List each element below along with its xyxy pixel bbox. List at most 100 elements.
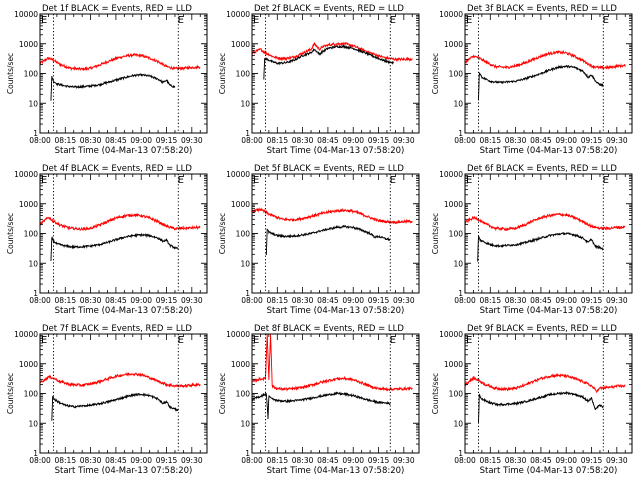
plot-area: [40, 212, 201, 261]
x-tick-label: 09:30: [393, 136, 415, 145]
x-tick-label: 09:30: [606, 456, 628, 465]
x-tick-label: 09:30: [393, 296, 415, 305]
x-tick-label: 08:30: [80, 296, 102, 305]
plot-frame: [464, 333, 633, 454]
lld-series-line-knots: [465, 51, 626, 69]
x-axis-label: Start Time (04-Mar-13 07:58:20): [55, 306, 193, 316]
x-tick-label: 09:30: [393, 456, 415, 465]
events-series-line-knots: [50, 74, 176, 101]
x-tick-label: 08:15: [266, 296, 288, 305]
lld-series-line: [40, 52, 201, 72]
y-tick-label: 1: [458, 449, 463, 458]
x-axis-label: Start Time (04-Mar-13 07:58:20): [267, 146, 405, 156]
y-tick-label: 10: [240, 99, 250, 108]
x-tick-label: 09:15: [156, 136, 178, 145]
lld-series-line: [465, 212, 626, 232]
plot-area: [40, 52, 201, 101]
marker-label: E: [390, 175, 396, 186]
x-tick-label: 08:00: [241, 296, 263, 305]
y-tick-label: 10: [453, 419, 463, 428]
x-tick-label: 09:30: [606, 136, 628, 145]
x-tick-label: 08:15: [266, 136, 288, 145]
x-tick-label: 09:15: [368, 296, 390, 305]
y-tick-label: 1: [33, 129, 38, 138]
x-tick-label: 09:30: [606, 296, 628, 305]
marker-label: E: [41, 15, 47, 26]
y-tick-label: 10000: [14, 170, 38, 179]
plot-frame: [251, 173, 420, 294]
marker-label: E: [603, 15, 609, 26]
lld-series-line-knots: [252, 208, 413, 223]
x-tick-label: 09:15: [156, 296, 178, 305]
x-tick-label: 08:30: [505, 456, 527, 465]
plot-area: [465, 372, 626, 424]
x-tick-label: 09:00: [555, 296, 577, 305]
x-tick-label: 08:30: [80, 136, 102, 145]
x-tick-label: 09:00: [342, 456, 364, 465]
lld-series-line: [40, 212, 201, 232]
events-series-line: [478, 64, 604, 100]
y-tick-label: 1000: [444, 200, 463, 209]
x-tick-label: 09:30: [181, 456, 203, 465]
y-axis-label: Counts/sec: [6, 53, 15, 94]
y-tick-label: 10000: [226, 330, 250, 339]
x-axis-label: Start Time (04-Mar-13 07:58:20): [267, 466, 405, 476]
panel-title: Det 7f BLACK = Events, RED = LLD: [42, 324, 192, 334]
x-tick-label: 09:00: [130, 136, 152, 145]
y-tick-label: 100: [236, 390, 251, 399]
lld-series-line: [465, 49, 626, 70]
marker-label: E: [603, 175, 609, 186]
lld-series-line-knots: [40, 54, 201, 70]
y-tick-label: 100: [449, 70, 464, 79]
lld-series-line: [252, 334, 413, 392]
events-series-line: [263, 44, 394, 80]
y-axis-label: Counts/sec: [218, 373, 227, 414]
x-tick-label: 08:00: [29, 456, 51, 465]
plot-area: [465, 212, 626, 262]
y-tick-label: 10000: [439, 330, 463, 339]
x-tick-label: 08:30: [292, 136, 314, 145]
lld-series-line-knots: [465, 374, 626, 392]
lld-series-line-knots: [252, 43, 413, 60]
x-tick-label: 08:15: [479, 456, 501, 465]
x-tick-label: 09:15: [156, 456, 178, 465]
y-tick-label: 1000: [231, 360, 250, 369]
events-series-line: [51, 392, 179, 421]
x-tick-label: 08:45: [530, 136, 552, 145]
plot-frame: [464, 173, 633, 294]
x-tick-label: 09:00: [342, 136, 364, 145]
x-tick-label: 08:45: [317, 136, 339, 145]
marker-label: E: [253, 175, 259, 186]
x-tick-label: 08:15: [479, 296, 501, 305]
y-tick-label: 10: [453, 259, 463, 268]
x-axis-label: Start Time (04-Mar-13 07:58:20): [55, 466, 193, 476]
events-series-line-knots: [263, 46, 394, 81]
x-axis-label: Start Time (04-Mar-13 07:58:20): [55, 146, 193, 156]
lld-series-line-knots: [465, 214, 626, 230]
y-tick-label: 100: [24, 70, 39, 79]
plot-frame: [251, 13, 420, 134]
y-tick-label: 1: [245, 449, 250, 458]
x-tick-label: 08:00: [241, 456, 263, 465]
y-tick-label: 100: [236, 70, 251, 79]
y-tick-label: 100: [236, 230, 251, 239]
y-tick-label: 10: [28, 99, 38, 108]
events-series-line: [252, 391, 391, 420]
events-series-line-knots: [51, 393, 179, 421]
x-tick-label: 08:30: [292, 456, 314, 465]
marker-label: E: [466, 15, 472, 26]
events-series-line-knots: [477, 233, 604, 261]
y-tick-label: 10000: [14, 10, 38, 19]
panel-title: Det 3f BLACK = Events, RED = LLD: [467, 4, 617, 14]
marker-label: E: [253, 15, 259, 26]
y-tick-label: 10: [28, 259, 38, 268]
plot-frame: [39, 173, 208, 294]
y-tick-label: 1: [33, 289, 38, 298]
